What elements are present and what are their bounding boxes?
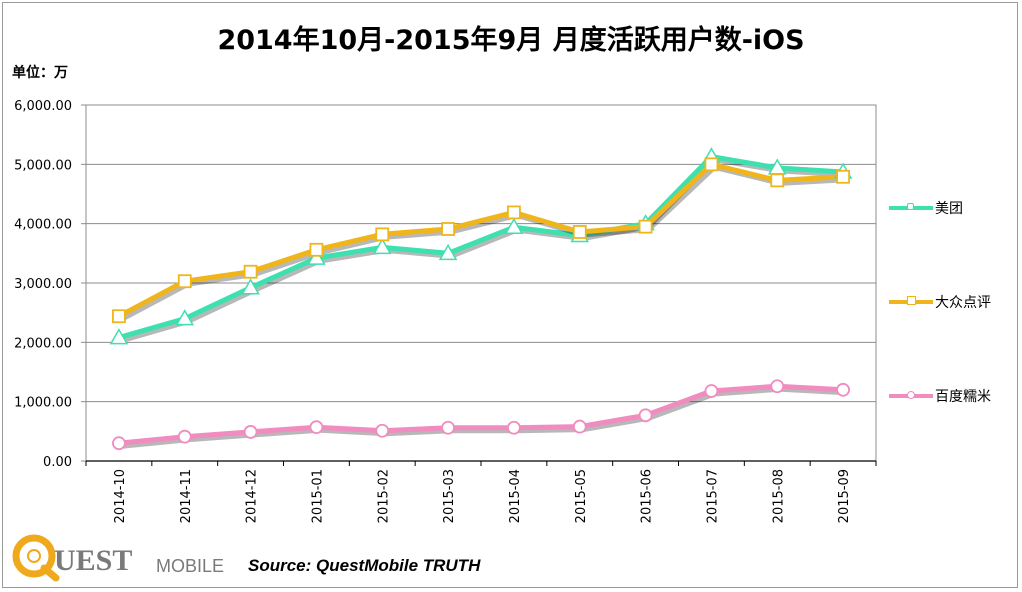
x-tick-label: 2015-03 — [442, 469, 457, 523]
data-point-triangle — [241, 278, 260, 295]
y-tick-label: 3,000.00 — [14, 277, 72, 292]
x-tick-label: 2015-02 — [376, 469, 391, 523]
legend-item-meituan: 美团 — [889, 195, 963, 221]
x-tick-label: 2014-10 — [113, 469, 128, 523]
x-tick-label: 2015-09 — [837, 469, 852, 523]
data-point-circle — [243, 425, 258, 439]
series-line — [117, 161, 844, 319]
x-tick-label: 2015-05 — [574, 469, 589, 523]
data-point-circle — [441, 420, 455, 435]
data-point-circle — [572, 419, 587, 434]
data-point-square — [572, 225, 587, 239]
data-point-square — [112, 309, 126, 324]
source-note: Source: QuestMobile TRUTH — [248, 556, 481, 575]
data-point-triangle — [504, 217, 524, 234]
legend-label: 大众点评 — [935, 295, 991, 311]
questmobile-logo: UEST MOBILE — [10, 528, 225, 584]
logo-icon: UEST MOBILE — [12, 534, 224, 582]
y-tick-label: 2,000.00 — [14, 336, 72, 351]
data-point-triangle — [307, 248, 326, 265]
legend-marker — [907, 390, 915, 399]
data-point-circle — [507, 420, 521, 435]
data-point-circle — [177, 429, 192, 444]
unit-label: 单位：万 — [12, 65, 68, 81]
y-tick-label: 5,000.00 — [14, 158, 72, 173]
series-line — [118, 154, 844, 341]
data-point-square — [836, 169, 850, 184]
legend-label: 美团 — [935, 201, 963, 217]
y-tick-label: 0.00 — [43, 455, 72, 470]
data-point-square — [441, 222, 455, 236]
data-point-square — [704, 157, 719, 172]
data-point-square — [309, 242, 324, 257]
series-line — [118, 383, 844, 446]
data-point-square — [638, 219, 653, 234]
legend-swatch — [889, 203, 933, 210]
legend-label: 百度糯米 — [935, 389, 991, 405]
data-point-square — [770, 173, 785, 188]
legend-marker — [907, 203, 914, 210]
data-point-circle — [112, 436, 126, 451]
y-tick-label: 1,000.00 — [14, 396, 72, 411]
x-tick-label: 2015-06 — [640, 469, 655, 523]
data-point-triangle — [175, 309, 195, 326]
data-point-circle — [836, 382, 850, 397]
data-point-square — [177, 274, 192, 289]
data-point-circle — [309, 420, 324, 435]
series-lines — [117, 154, 847, 449]
x-tick-label: 2015-01 — [310, 469, 325, 523]
data-point-square — [243, 264, 258, 279]
data-point-square — [375, 227, 390, 242]
x-tick-label: 2014-12 — [245, 469, 260, 523]
legend-swatch — [889, 296, 933, 305]
data-point-circle — [770, 379, 785, 394]
x-tick-label: 2015-07 — [705, 469, 720, 523]
data-point-triangle — [438, 243, 458, 261]
data-point-triangle — [109, 328, 129, 345]
data-point-circle — [375, 423, 390, 438]
legend-marker — [907, 296, 916, 305]
legend-item-nuomi: 百度糯米 — [889, 383, 991, 409]
data-point-triangle — [372, 237, 392, 255]
x-tick-label: 2014-11 — [179, 469, 194, 523]
series-shadow — [121, 157, 847, 344]
legend-item-dianping: 大众点评 — [889, 289, 991, 315]
logo-word-mobile: MOBILE — [156, 556, 224, 576]
series-markers — [109, 147, 853, 451]
legend-swatch — [889, 390, 933, 399]
data-point-circle — [704, 384, 719, 398]
series-shadow — [121, 386, 847, 449]
x-tick-label: 2015-04 — [508, 469, 523, 523]
y-tick-label: 6,000.00 — [14, 99, 72, 114]
axes: 0.00 1,000.00 2,000.00 3,000.00 4,000.00 5,00… — [14, 99, 877, 523]
logo-word-uest: UEST — [54, 544, 132, 577]
x-tick-label: 2015-08 — [771, 469, 786, 523]
data-point-square — [507, 205, 521, 220]
chart-title: 2014年10月-2015年9月 月度活跃用户数-iOS — [217, 25, 805, 56]
y-tick-label: 4,000.00 — [14, 218, 72, 233]
data-point-circle — [638, 408, 653, 423]
